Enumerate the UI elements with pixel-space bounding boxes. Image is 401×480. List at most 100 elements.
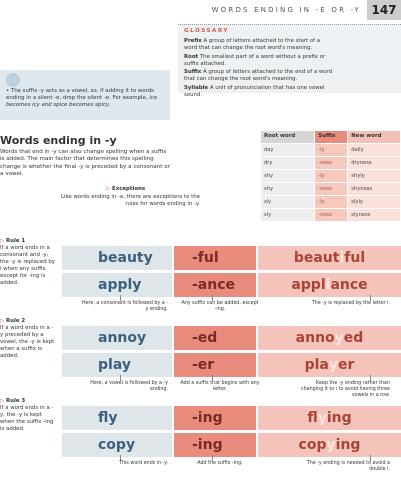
suffix-word: -ed — [174, 326, 256, 350]
root-word: copy — [62, 433, 172, 457]
table-header: New word — [348, 131, 400, 143]
rule-title: Rule 2 — [6, 318, 26, 324]
connector-line — [120, 375, 121, 381]
connector-line — [370, 455, 371, 461]
word-part: ing — [335, 436, 361, 453]
arrow-icon: ▷ — [0, 318, 7, 324]
new-word: anno y ed — [258, 326, 401, 350]
rule-note: Any suffix can be added, except -ing. — [181, 301, 259, 313]
root-word: apply — [62, 273, 172, 297]
table-header-row: Root word Suffix New word — [261, 131, 400, 143]
suffix-word: -ful — [174, 246, 256, 270]
word-part: anno — [295, 329, 335, 346]
table-row: dry -ness dryness — [261, 157, 400, 169]
section-title: Words ending in -y — [0, 134, 117, 147]
table-cell: -ness — [315, 209, 348, 221]
table-cell: shy — [261, 170, 315, 182]
connector-line — [370, 375, 371, 381]
table-cell: -ness — [315, 183, 348, 195]
rule-note: Add a suffix that begins with any letter… — [180, 381, 260, 393]
glossary-entry: Syllable A unit of pronunciation that ha… — [184, 85, 334, 99]
table-row: sly -ness slyness — [261, 209, 400, 221]
glossary: GLOSSARY Prefix A group of letters attac… — [178, 24, 401, 98]
glossary-definition: A group of letters attached to the start… — [184, 38, 321, 52]
table-cell: sly — [261, 209, 315, 221]
glossary-title: GLOSSARY — [184, 28, 229, 34]
table-cell: shyness — [348, 183, 400, 195]
connector-line — [120, 295, 121, 301]
root-word: fly — [62, 406, 172, 430]
word-part: pla — [304, 356, 329, 373]
word-part: er — [338, 356, 355, 373]
new-word: fl y ing — [258, 406, 401, 430]
glossary-term: Root — [184, 53, 199, 60]
tip-text: The suffix -y acts as a vowel, so, if ad… — [6, 88, 154, 102]
root-word: annoy — [62, 326, 172, 350]
table-cell: -ness — [315, 157, 348, 169]
rule-note: The -y is replaced by the letter i. — [311, 301, 390, 306]
changed-letter: i — [339, 249, 345, 266]
page-number: 147 — [367, 0, 401, 20]
table-cell: sly — [261, 196, 315, 208]
new-word: appl i ance — [258, 273, 401, 297]
word-part: beaut — [293, 249, 340, 266]
word-part: ed — [343, 329, 364, 346]
table-cell: dry — [261, 157, 315, 169]
word-part: ing — [326, 409, 352, 426]
glossary-entry: Prefix A group of letters attached to th… — [184, 38, 334, 52]
suffix-word: -er — [174, 353, 256, 377]
glossary-definition: A unit of pronunciation that has one vow… — [184, 84, 325, 98]
rule-note: The -y ending is needed to avoid a doubl… — [306, 461, 390, 473]
table-cell: slyness — [348, 209, 400, 221]
root-word: beauty — [62, 246, 172, 270]
glossary-term: Prefix — [184, 38, 202, 45]
rule-title: Rule 3 — [6, 398, 26, 404]
rule-label: ▷ Rule 2 — [0, 318, 25, 325]
new-word: pla y er — [258, 353, 401, 377]
glossary-definition: The smallest part of a word without a pr… — [184, 53, 326, 67]
tip-icon — [6, 73, 20, 87]
new-word: cop y ing — [258, 433, 401, 457]
glossary-entry: Suffix A group of letters attached to th… — [184, 69, 334, 83]
suffix-word: -ance — [174, 273, 256, 297]
connector-line — [370, 295, 371, 301]
word-part: ful — [344, 249, 366, 266]
changed-letter: y — [334, 329, 344, 346]
table-cell: shyly — [348, 170, 400, 182]
arrow-icon: ▷ — [0, 238, 7, 244]
rule-note: Add the suffix -ing. — [197, 461, 243, 466]
root-word: play — [62, 353, 172, 377]
tip-example: ice becomes icy and spice becomes spicy. — [6, 95, 158, 109]
exceptions-label: ▷ Exceptions — [106, 186, 145, 193]
rule-text: If a word ends in a consonant and -y, th… — [0, 245, 55, 287]
glossary-definition: A group of letters attached to the end o… — [184, 69, 333, 83]
suffix-word: -ing — [174, 433, 256, 457]
table-header: Root word — [261, 131, 315, 143]
exceptions-title: Exceptions — [112, 186, 146, 192]
arrow-icon: ▷ — [106, 186, 113, 192]
glossary-entries: Prefix A group of letters attached to th… — [178, 38, 401, 99]
table-cell: dryness — [348, 157, 400, 169]
connector-line — [212, 295, 213, 301]
arrow-icon: ▷ — [0, 398, 7, 404]
word-part: appl — [291, 276, 326, 293]
glossary-entry: Root The smallest part of a word without… — [184, 54, 334, 68]
glossary-term: Suffix — [184, 69, 202, 76]
rule-text: If a word ends in a -y, the -y is kept w… — [0, 405, 54, 433]
changed-letter: y — [326, 436, 336, 453]
rule-note: Keep the -y ending rather than changing … — [301, 381, 390, 399]
rule-label: ▷ Rule 1 — [0, 238, 25, 245]
suffix-word: -ing — [174, 406, 256, 430]
word-part: cop — [298, 436, 327, 453]
table-row: shy -ness shyness — [261, 183, 400, 195]
glossary-term: Syllable — [184, 84, 209, 91]
table-row: day -ly daily — [261, 144, 400, 156]
connector-line — [212, 455, 213, 461]
rule-title: Rule 1 — [6, 238, 26, 244]
table-cell: day — [261, 144, 315, 156]
table-cell: slyly — [348, 196, 400, 208]
table-row: shy -ly shyly — [261, 170, 400, 182]
table-cell: -ly — [315, 196, 348, 208]
rule-note: Here, a vowel is followed by a -y ending… — [90, 381, 168, 393]
